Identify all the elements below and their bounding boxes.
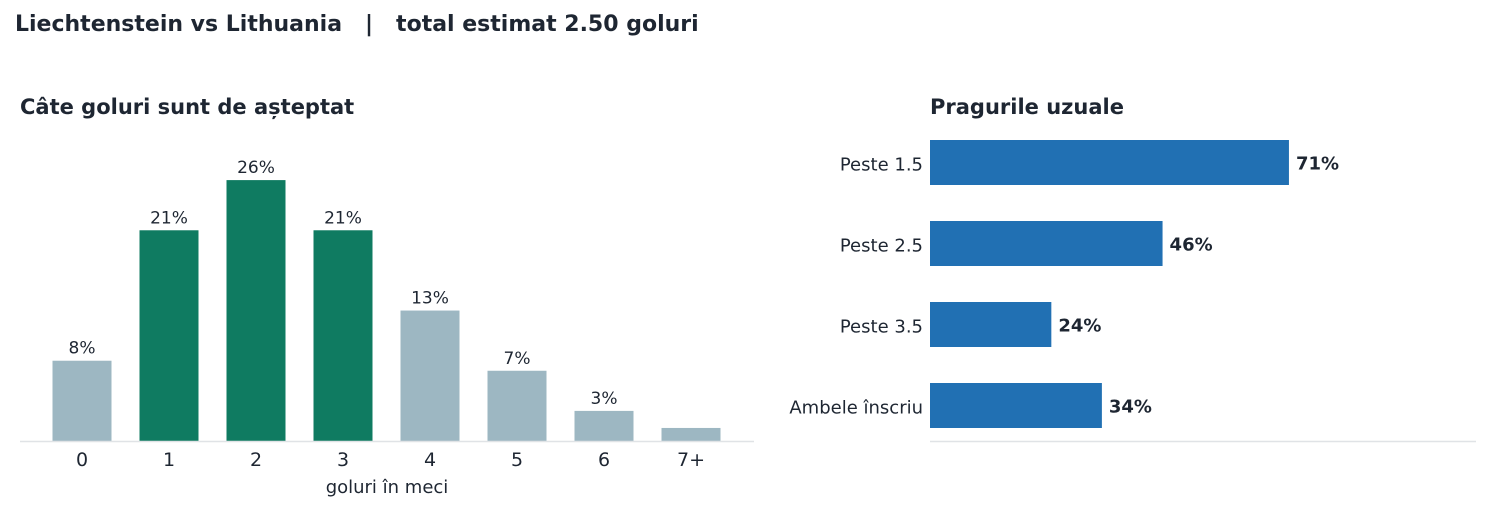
thresholds-chart-title: Pragurile uzuale: [930, 95, 1124, 119]
goal-bar-value-label: 13%: [411, 289, 449, 309]
goal-bar-0: [52, 360, 112, 441]
goal-bar-6: [574, 410, 634, 441]
goal-bar-1: [139, 230, 199, 441]
goal-bar-2: [226, 180, 286, 441]
x-tick-label: 7+: [677, 449, 705, 471]
threshold-value-label: 34%: [1109, 397, 1152, 418]
x-tick-label: 2: [250, 449, 262, 471]
goal-bar-3: [313, 230, 373, 441]
goal-bar-4: [400, 310, 460, 441]
threshold-bar: [930, 140, 1289, 185]
x-tick-label: 4: [424, 449, 436, 471]
goal-bar-value-label: 26%: [237, 158, 275, 178]
goal-bar-value-label: 3%: [591, 389, 618, 409]
goal-bar-value-label: 8%: [69, 339, 96, 359]
x-tick-label: 5: [511, 449, 523, 471]
goal-bar-5: [487, 370, 547, 441]
threshold-category-label: Peste 2.5: [840, 236, 923, 257]
goal-bar-value-label: 7%: [504, 349, 531, 369]
goal-bar-value-label: 21%: [324, 208, 362, 228]
threshold-value-label: 46%: [1170, 235, 1213, 256]
x-tick-label: 6: [598, 449, 610, 471]
goal-bar-value-label: 21%: [150, 208, 188, 228]
x-tick-label: 0: [76, 449, 88, 471]
threshold-category-label: Peste 1.5: [840, 155, 923, 176]
threshold-bars: Peste 1.5 71% Peste 2.5 46% Peste 3.5 24% Ambe…: [789, 140, 1339, 428]
distribution-chart-title: Câte goluri sunt de așteptat: [20, 95, 354, 119]
x-tick-label: 3: [337, 449, 349, 471]
distribution-tick-labels: 0 1 2 3 4 5 6 7+: [76, 449, 705, 471]
threshold-value-label: 71%: [1296, 154, 1339, 175]
threshold-value-label: 24%: [1058, 316, 1101, 337]
threshold-bar: [930, 302, 1052, 347]
threshold-bar: [930, 383, 1102, 428]
figure-title: Liechtenstein vs Lithuania | total estim…: [15, 12, 699, 37]
x-tick-label: 1: [163, 449, 175, 471]
threshold-category-label: Ambele înscriu: [789, 398, 923, 419]
distribution-bars: 8% 21% 26% 21% 13% 7% 3%: [52, 158, 721, 441]
distribution-x-axis-label: goluri în meci: [326, 477, 449, 498]
threshold-category-label: Peste 3.5: [840, 317, 923, 338]
threshold-bar: [930, 221, 1163, 266]
goal-bar-7+: [661, 427, 721, 441]
